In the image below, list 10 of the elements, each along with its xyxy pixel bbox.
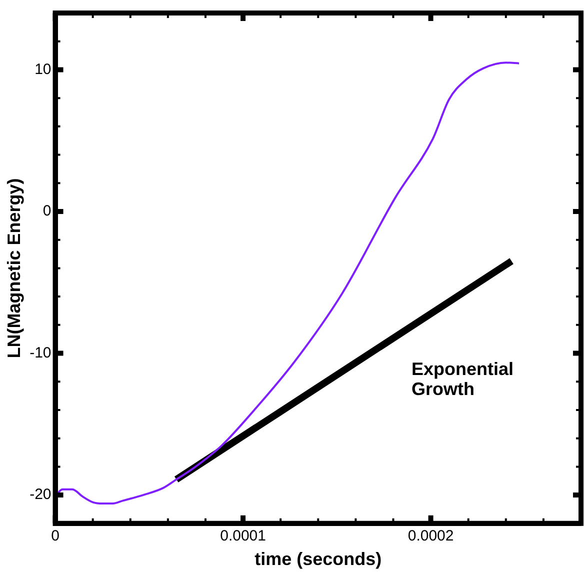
x-tick-label: 0.0001 xyxy=(220,528,266,545)
y-tick-label: 0 xyxy=(42,202,52,220)
x-tick-label: 0.0002 xyxy=(408,528,454,545)
y-axis-title: LN(Magnetic Energy) xyxy=(4,178,24,358)
y-tick-label: -10 xyxy=(30,344,52,362)
series-label: Exponential Growth xyxy=(412,359,514,400)
y-tick-label: 10 xyxy=(34,60,52,78)
x-axis-title: time (seconds) xyxy=(254,549,382,570)
y-tick-label: -20 xyxy=(30,486,52,504)
line-series xyxy=(55,62,520,505)
